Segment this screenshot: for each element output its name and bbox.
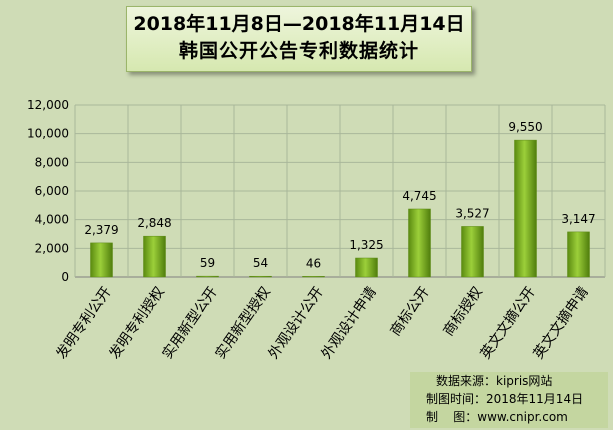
credit-maker-label: 制 图：: [426, 410, 478, 424]
chart-title-line1: 2018年11月8日—2018年11月14日: [133, 13, 465, 35]
chart-title-line2: 韩国公开公告专利数据统计: [178, 40, 419, 62]
bar: [355, 257, 378, 278]
x-tick-label: 商标公开: [388, 284, 433, 339]
x-tick-label: 外观设计申请: [318, 284, 379, 362]
credit-maker-value: www.cnipr.com: [477, 410, 568, 424]
bar: [567, 231, 590, 278]
bar-value-label: 4,745: [402, 189, 436, 203]
y-tick-label: 12,000: [27, 98, 69, 112]
x-tick-label: 发明专利公开: [53, 284, 114, 362]
y-tick-label: 0: [61, 270, 69, 284]
bar-value-label: 59: [200, 256, 215, 270]
credit-date: 制图时间：2018年11月14日: [426, 392, 584, 406]
x-tick-label: 外观设计公开: [265, 284, 326, 362]
y-tick-label: 4,000: [35, 213, 69, 227]
y-tick-label: 8,000: [35, 155, 69, 169]
bar: [196, 275, 219, 278]
bar: [514, 139, 537, 278]
chart-title-box: 2018年11月8日—2018年11月14日 韩国公开公告专利数据统计: [126, 6, 472, 72]
y-axis-ticks: 0 2,000 4,000 6,000 8,000 10,000 12,000: [27, 98, 69, 284]
bar-value-label: 3,147: [561, 212, 595, 226]
bar: [249, 275, 272, 278]
x-tick-label: 商标授权: [441, 284, 486, 339]
x-tick-label: 实用新型公开: [159, 284, 220, 362]
bar: [302, 276, 325, 278]
y-tick-label: 2,000: [35, 241, 69, 255]
y-tick-label: 10,000: [27, 127, 69, 141]
credit-source: 数据来源：kipris网站: [436, 374, 553, 388]
bar-value-label: 54: [253, 256, 268, 270]
bar-value-label: 2,848: [137, 216, 171, 230]
bar-value-label: 1,325: [349, 238, 383, 252]
bar: [143, 235, 166, 278]
x-tick-label: 发明专利授权: [106, 284, 167, 362]
value-labels: 2,379 2,848 59 54 46 1,325 4,745 3,527 9,550 3,14…: [84, 120, 595, 270]
bar-value-label: 9,550: [508, 120, 542, 134]
bars: [90, 139, 590, 278]
bar-value-label: 2,379: [84, 223, 118, 237]
bar-value-label: 46: [306, 256, 321, 270]
bar-value-label: 3,527: [455, 206, 489, 220]
bar: [461, 226, 484, 278]
credit-maker: 制 图：www.cnipr.com: [410, 408, 608, 426]
credit-box: 数据来源：kipris网站 制图时间：2018年11月14日 制 图：www.c…: [410, 372, 608, 428]
x-tick-label: 实用新型授权: [212, 284, 273, 362]
x-tick-label: 英文文摘申请: [530, 284, 592, 363]
bar: [90, 242, 113, 278]
x-tick-label: 英文文摘公开: [477, 284, 539, 363]
bar: [408, 208, 431, 278]
y-tick-label: 6,000: [35, 184, 69, 198]
